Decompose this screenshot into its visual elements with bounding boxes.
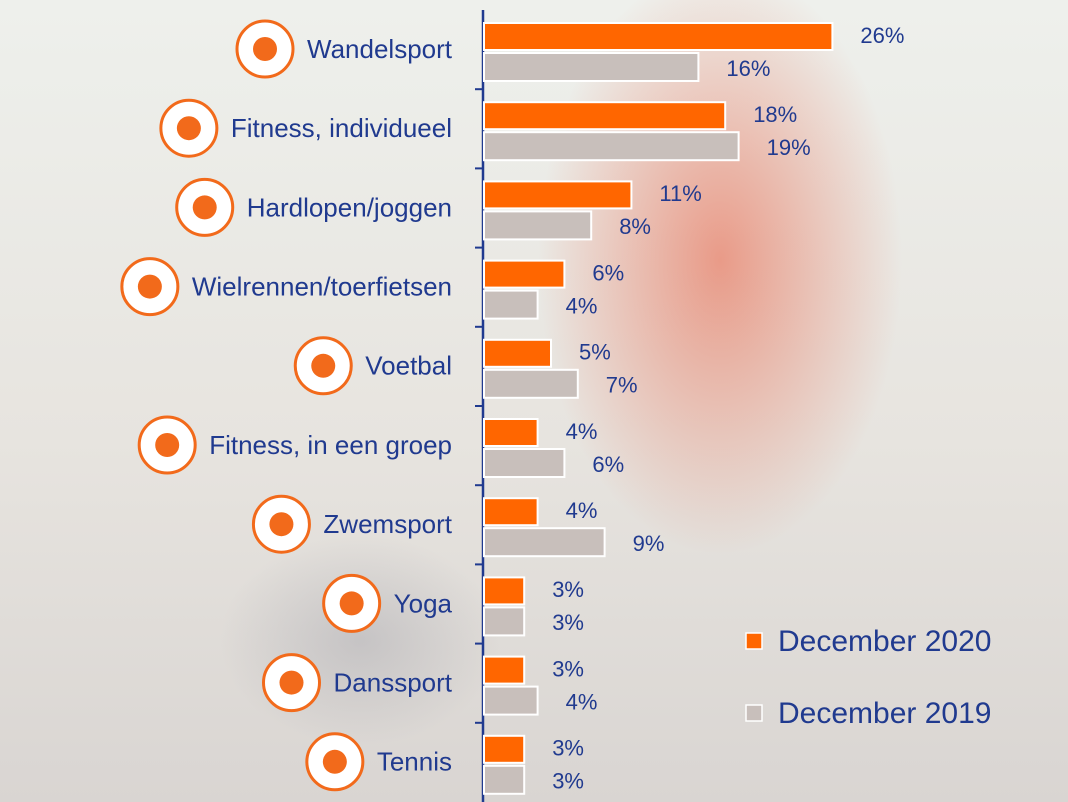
value-label: 4%: [566, 293, 598, 318]
category-label: Yoga: [394, 588, 453, 618]
value-label: 3%: [552, 769, 584, 794]
bar: [483, 576, 526, 606]
value-label: 3%: [552, 610, 584, 635]
value-label: 6%: [592, 452, 624, 477]
value-label: 6%: [592, 260, 624, 285]
legend-label: December 2019: [778, 697, 991, 730]
bar: [483, 655, 526, 685]
bar: [483, 131, 740, 162]
value-label: 5%: [579, 340, 611, 365]
category-label: Fitness, individueel: [231, 113, 452, 143]
value-label: 26%: [860, 23, 904, 48]
category-icon-inner: [339, 591, 364, 616]
value-label: 9%: [633, 531, 665, 556]
legend-swatch: [745, 632, 763, 650]
value-label: 4%: [566, 419, 598, 444]
value-label: 18%: [753, 102, 797, 127]
bar: [483, 259, 566, 289]
value-label: 3%: [552, 736, 584, 761]
value-label: 3%: [552, 656, 584, 681]
category-label: Hardlopen/joggen: [247, 192, 452, 222]
value-label: 4%: [566, 689, 598, 714]
category-icon-inner: [279, 670, 304, 695]
value-label: 16%: [726, 56, 770, 81]
bar: [483, 338, 552, 368]
category-icon-inner: [322, 749, 347, 774]
legend-swatch: [745, 704, 763, 722]
category-icon-inner: [311, 353, 336, 378]
category-label: Zwemsport: [323, 509, 452, 539]
bar: [483, 685, 539, 716]
category-label: Tennis: [377, 747, 452, 777]
category-icon-inner: [192, 195, 217, 220]
bar: [483, 764, 526, 795]
value-label: 7%: [606, 373, 638, 398]
category-label: Fitness, in een groep: [209, 430, 452, 460]
category-label: Danssport: [334, 667, 453, 697]
value-label: 19%: [767, 135, 811, 160]
category-icon-inner: [155, 433, 180, 457]
bar: [483, 22, 834, 51]
category-label: Wandelsport: [307, 34, 453, 64]
bar: [483, 289, 539, 320]
category-icon-inner: [253, 37, 277, 61]
category-icon-inner: [137, 274, 162, 299]
legend-label: December 2020: [778, 625, 991, 658]
category-label: Wielrennen/toerfietsen: [192, 271, 452, 301]
bar: [483, 606, 526, 637]
bar: [483, 180, 633, 210]
category-icon-inner: [176, 116, 201, 141]
bar: [483, 368, 579, 399]
value-label: 11%: [659, 181, 701, 206]
value-label: 8%: [619, 214, 651, 239]
category-label: Voetbal: [365, 351, 452, 381]
bar: [483, 448, 566, 478]
bar: [483, 210, 593, 241]
bar: [483, 52, 700, 82]
bar: [483, 497, 539, 527]
category-icon-inner: [269, 512, 294, 537]
bar: [483, 527, 606, 558]
value-label: 4%: [566, 498, 598, 523]
bar: [483, 734, 526, 764]
bar: [483, 418, 539, 447]
bar: [483, 101, 727, 131]
value-label: 3%: [552, 577, 584, 602]
